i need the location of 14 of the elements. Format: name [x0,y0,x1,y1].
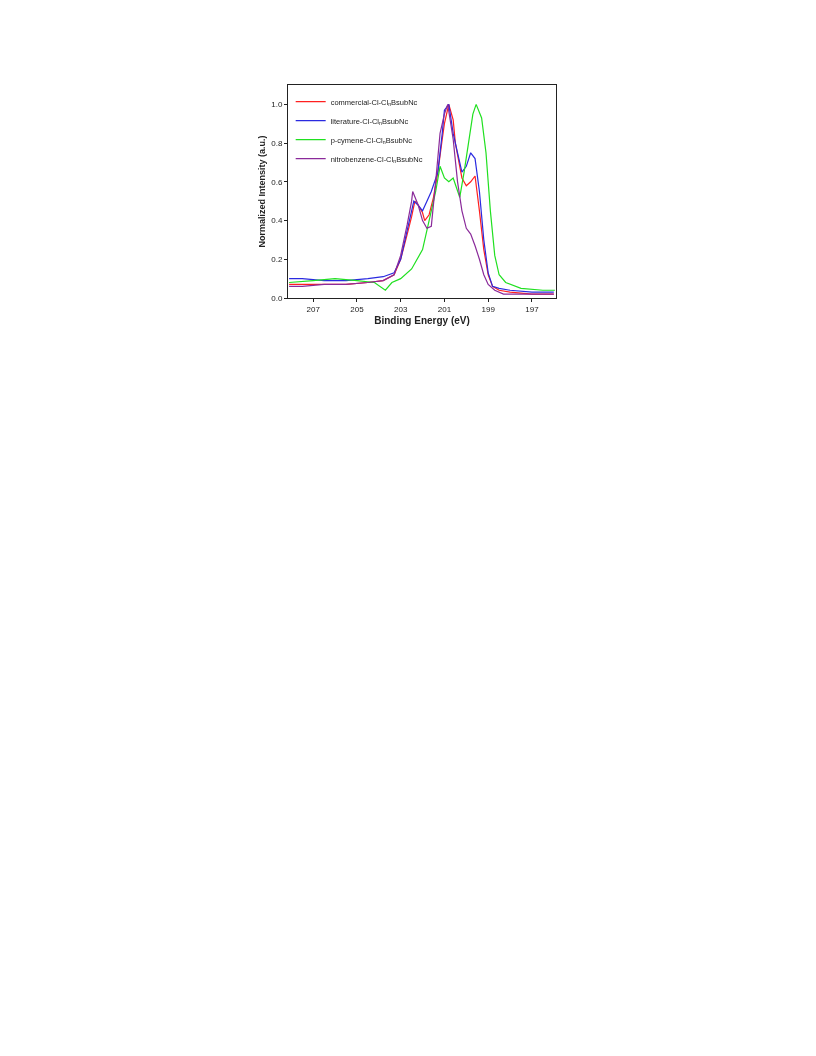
x-tick-label: 203 [393,304,408,314]
y-tick-label: 0.0 [271,293,283,303]
x-tick-label: 205 [350,304,365,314]
x-tick-label: 201 [437,304,452,314]
y-tick-label: 0.2 [271,255,283,265]
y-tick-label: 0.4 [271,216,283,226]
x-tick-label: 199 [481,304,496,314]
y-axis-title: Normalized Intensity (a.u.) [256,135,267,248]
x-axis-title: Binding Energy (eV) [374,315,470,327]
y-tick-label: 0.6 [271,177,283,187]
x-tick-label: 197 [525,304,540,314]
y-tick-label: 0.8 [271,138,283,148]
x-tick-label: 207 [306,304,321,314]
y-tick-label: 1.0 [271,100,283,110]
